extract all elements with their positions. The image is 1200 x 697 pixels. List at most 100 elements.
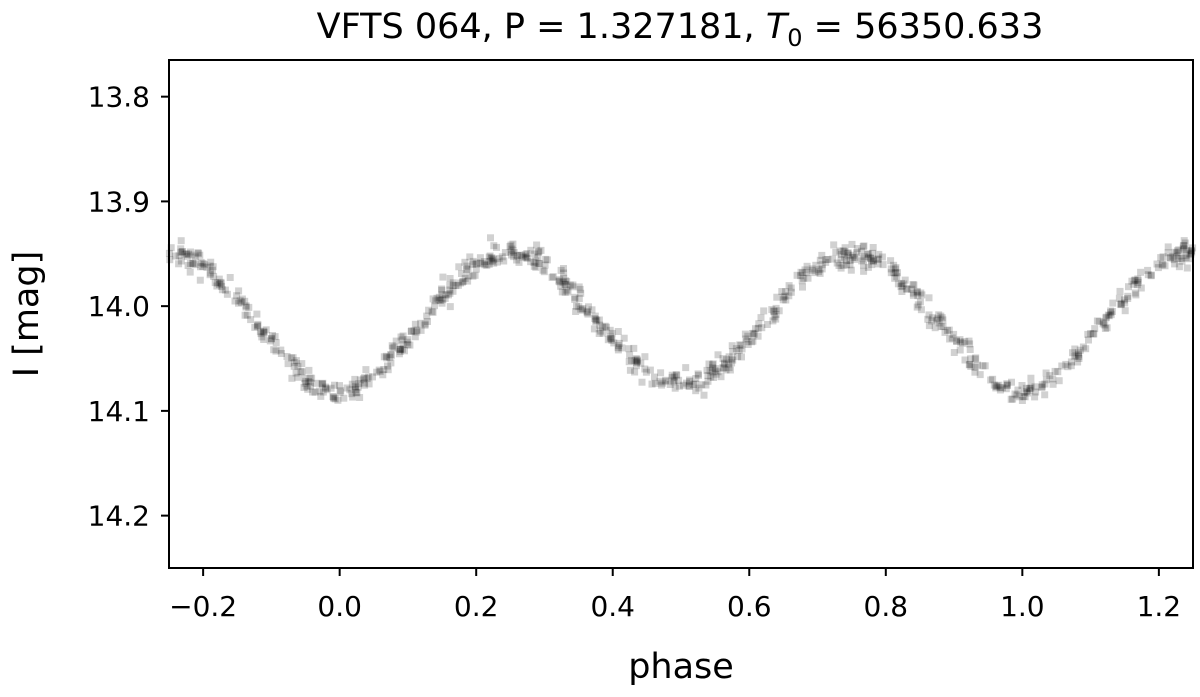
data-point xyxy=(719,364,727,372)
data-point xyxy=(532,263,540,271)
data-point xyxy=(916,298,924,306)
data-point xyxy=(245,303,253,311)
data-point xyxy=(1084,330,1092,338)
data-point xyxy=(785,292,793,300)
data-point xyxy=(584,310,592,318)
data-point xyxy=(464,265,472,273)
data-point xyxy=(1121,296,1128,304)
data-point xyxy=(189,260,197,268)
data-point xyxy=(656,377,664,385)
data-point xyxy=(738,353,745,361)
data-point xyxy=(200,260,208,268)
data-point xyxy=(196,251,204,259)
data-point xyxy=(363,375,371,383)
data-point xyxy=(965,361,973,369)
data-point xyxy=(785,282,793,290)
data-point xyxy=(238,298,245,306)
data-point xyxy=(566,281,574,289)
data-point xyxy=(829,255,837,263)
data-point xyxy=(508,245,516,253)
data-point xyxy=(306,378,314,386)
data-point xyxy=(421,321,429,329)
data-point xyxy=(483,261,491,269)
data-point xyxy=(799,283,806,291)
data-point xyxy=(171,252,179,260)
data-point xyxy=(351,375,359,383)
data-point xyxy=(721,360,728,368)
data-point xyxy=(606,326,614,334)
data-point xyxy=(181,250,189,258)
data-point xyxy=(848,240,856,248)
data-point xyxy=(1109,299,1117,307)
data-point xyxy=(974,361,981,369)
data-point xyxy=(1131,276,1139,284)
data-point xyxy=(865,253,873,261)
data-point xyxy=(711,367,719,375)
x-axis-label: phase xyxy=(628,647,734,687)
data-point xyxy=(469,260,477,268)
data-point xyxy=(317,392,325,400)
data-point xyxy=(924,315,932,323)
data-point xyxy=(397,333,405,341)
data-point xyxy=(694,370,702,378)
data-point xyxy=(1091,325,1099,333)
data-point xyxy=(822,256,830,264)
data-point xyxy=(487,234,494,242)
data-point xyxy=(590,325,598,333)
data-point xyxy=(387,351,395,358)
data-point xyxy=(501,249,509,256)
data-point xyxy=(216,281,223,289)
data-point xyxy=(183,250,190,258)
data-point xyxy=(217,279,225,287)
data-point xyxy=(1102,313,1110,321)
data-point xyxy=(356,376,364,384)
data-point xyxy=(818,265,826,273)
data-point xyxy=(301,374,309,382)
data-point xyxy=(319,379,327,387)
data-point xyxy=(1026,385,1034,392)
data-point xyxy=(515,258,523,266)
data-point xyxy=(485,260,493,268)
data-point xyxy=(369,373,376,381)
data-point xyxy=(822,258,830,266)
data-point xyxy=(1167,254,1174,262)
data-point xyxy=(1107,309,1115,317)
data-point xyxy=(1105,312,1113,320)
data-point xyxy=(1182,251,1190,259)
data-point xyxy=(838,250,845,258)
data-point xyxy=(633,358,640,366)
data-point xyxy=(549,273,557,281)
data-point xyxy=(197,258,205,266)
data-point xyxy=(495,255,503,263)
data-point xyxy=(848,253,856,261)
data-point xyxy=(695,371,702,379)
data-point xyxy=(897,283,905,291)
data-point xyxy=(543,256,551,264)
data-point xyxy=(579,305,587,313)
data-point xyxy=(188,251,196,259)
data-point xyxy=(241,297,249,305)
data-point xyxy=(312,379,320,387)
data-point xyxy=(441,294,449,302)
data-point xyxy=(1133,281,1141,289)
data-point xyxy=(1074,358,1082,366)
data-point xyxy=(253,322,261,330)
data-point xyxy=(843,249,851,257)
data-point xyxy=(710,374,717,381)
data-point xyxy=(787,284,795,292)
data-point xyxy=(913,287,921,295)
data-point xyxy=(446,275,454,282)
data-point xyxy=(1178,257,1186,265)
data-point xyxy=(258,333,266,341)
data-point xyxy=(387,351,395,359)
data-point xyxy=(384,362,391,370)
data-point xyxy=(207,258,215,266)
data-point xyxy=(507,241,515,249)
data-point xyxy=(306,374,314,382)
data-point xyxy=(1038,383,1046,391)
data-point xyxy=(294,373,302,381)
data-point xyxy=(946,335,954,343)
data-point xyxy=(808,265,816,273)
data-point xyxy=(463,266,470,273)
data-point xyxy=(607,335,615,343)
